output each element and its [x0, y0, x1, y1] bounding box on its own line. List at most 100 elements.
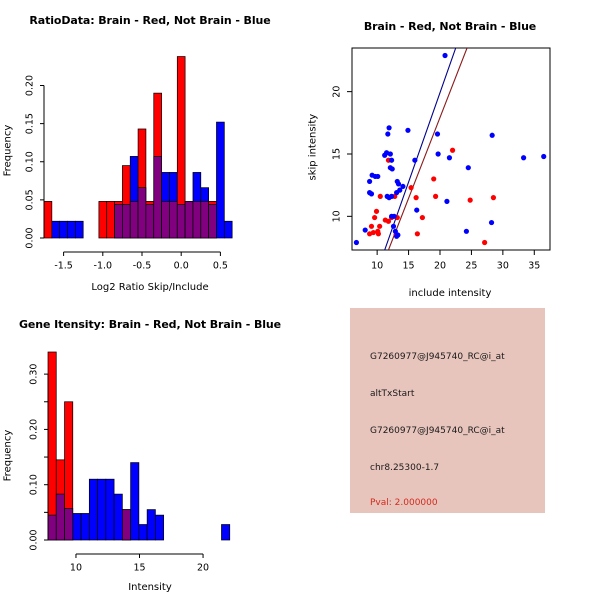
y-tick-label: 0.10 [29, 474, 40, 495]
ratio-y-axis-title: Frequency [2, 124, 14, 177]
scatter-point [375, 173, 381, 180]
histogram-bar-overlap [200, 201, 209, 239]
scatter-point [433, 193, 439, 199]
scatter-point [373, 208, 380, 214]
x-tick-label: 35 [528, 261, 540, 272]
histogram-bar-overlap [122, 509, 131, 541]
x-tick-label: -1.5 [54, 261, 73, 272]
y-tick-label: 10 [332, 210, 343, 222]
histogram-bar-overlap [169, 201, 178, 239]
y-tick-label: 0.10 [25, 151, 36, 172]
scatter-point [414, 207, 420, 213]
scatter-point [434, 131, 441, 137]
scatter-point [375, 231, 381, 237]
y-tick-label: 20 [332, 86, 343, 98]
histogram-bar-overlap [64, 508, 74, 541]
scatter-point [521, 155, 527, 161]
y-tick-label: 0.20 [29, 419, 40, 440]
scatter-point [408, 185, 414, 191]
ratio-histogram-svg: 0.00 0.05 0.10 0.15 0.20 -1.5 -1.0 -0.5 0.0 0.5 [25, 56, 233, 272]
scatter-point [382, 152, 388, 158]
scatter-point [442, 52, 448, 59]
info-probe-id: G7260977@J945740_RC@i_at [370, 352, 505, 362]
x-tick-label: 20 [434, 261, 446, 272]
x-tick-label: 25 [465, 261, 477, 272]
x-tick-label: -0.5 [133, 261, 152, 272]
ratio-plot-title: RatioData: Brain - Red, Not Brain - Blue [29, 14, 271, 27]
scatter-point [389, 166, 395, 172]
scatter-point [394, 190, 400, 196]
scatter-plot-title: Brain - Red, Not Brain - Blue [363, 20, 537, 33]
scatter-point [541, 153, 547, 160]
scatter-point [362, 227, 368, 233]
histogram-bar-overlap [161, 201, 170, 239]
ratio-histogram-panel: RatioData: Brain - Red, Not Brain - Blue… [0, 0, 300, 300]
info-event-type: altTxStart [370, 389, 415, 399]
gene-x-axis-title: Intensity [128, 582, 172, 593]
x-tick-label: 10 [371, 261, 383, 272]
y-tick-label: 0.30 [29, 364, 40, 385]
scatter-point [367, 178, 373, 185]
y-tick-label: 0.05 [25, 189, 36, 210]
scatter-point [467, 197, 473, 203]
y-tick-label: 0.00 [25, 227, 36, 248]
histogram-bar [146, 509, 156, 541]
scatter-point [385, 218, 392, 224]
histogram-bar-overlap [192, 201, 202, 239]
scatter-plot-svg: 10 15 20 10 15 20 25 30 35 [332, 47, 551, 272]
histogram-bar [106, 201, 115, 239]
scatter-point [377, 193, 383, 199]
histogram-bar [59, 220, 68, 239]
scatter-point [419, 214, 425, 221]
scatter-panel: Brain - Red, Not Brain - Blue include in… [300, 0, 600, 300]
histogram-bar-overlap [47, 514, 57, 541]
gene-histogram-svg: 0.00 0.10 0.20 0.30 10 15 20 [29, 351, 231, 574]
histogram-bar [130, 462, 140, 541]
scatter-point [353, 239, 359, 246]
gene-info-panel: G7260977@J945740_RC@i_at altTxStart G726… [300, 300, 600, 600]
histogram-bar [223, 220, 233, 239]
y-tick-label: 0.00 [29, 529, 40, 550]
histogram-bar-overlap [137, 187, 147, 239]
scatter-point [386, 125, 392, 131]
scatter-y-axis-title: skip intensity [307, 113, 319, 181]
x-tick-label: 15 [133, 563, 145, 574]
scatter-point [490, 195, 497, 201]
scatter-point [391, 213, 397, 219]
scatter-point [372, 214, 378, 221]
scatter-x-axis-title: include intensity [408, 288, 492, 299]
histogram-bar [72, 513, 82, 541]
scatter-point [465, 165, 471, 171]
scatter-point [389, 157, 395, 163]
histogram-bar [98, 201, 108, 239]
scatter-point [385, 131, 391, 137]
histogram-bar-overlap [55, 493, 65, 541]
histogram-bar [155, 514, 165, 541]
histogram-bar-overlap [208, 204, 217, 239]
y-tick-label: 0.20 [25, 75, 36, 96]
histogram-bar-overlap [129, 201, 139, 239]
x-tick-label: -1.0 [94, 261, 113, 272]
x-tick-label: 0.5 [213, 261, 228, 272]
scatter-point [435, 151, 441, 157]
scatter-point [449, 147, 456, 153]
x-tick-label: 30 [497, 261, 509, 272]
histogram-bar-overlap [176, 204, 186, 239]
plot-frame [351, 47, 551, 251]
histogram-bar [105, 478, 115, 541]
scatter-point [444, 198, 450, 204]
gene-info-box: G7260977@J945740_RC@i_at altTxStart G726… [350, 308, 545, 513]
histogram-bar [67, 220, 76, 239]
scatter-point [400, 183, 406, 190]
scatter-point [413, 195, 419, 201]
histogram-bar [80, 513, 90, 541]
info-probe-id-2: G7260977@J945740_RC@i_at [370, 426, 505, 436]
histogram-bar-overlap [184, 201, 194, 239]
scatter-point [463, 228, 469, 234]
scatter-point [390, 223, 397, 229]
regression-line-red-fit [387, 48, 468, 250]
scatter-point [367, 231, 373, 237]
histogram-bar [216, 121, 225, 239]
histogram-bar-overlap [153, 156, 162, 239]
y-tick-label: 15 [332, 148, 343, 160]
